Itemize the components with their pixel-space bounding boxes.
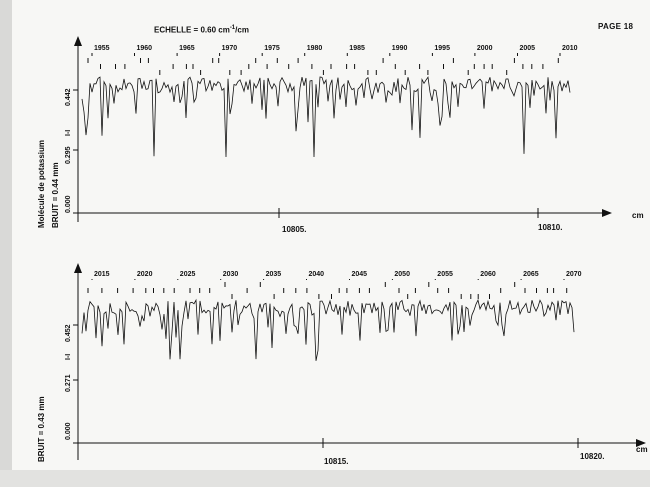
panel-1-marker-label: 1955 [94, 45, 110, 52]
panel-2-marker-label: 2020 [137, 271, 153, 278]
page-shadow-left [0, 0, 12, 487]
panel-1-unit-label: cm [632, 211, 644, 220]
panel-1-marker-label: 1975 [264, 45, 280, 52]
panel-2-marker-label: 2065 [523, 271, 539, 278]
scale-label: ECHELLE = 0.60 cm-1/cm [154, 25, 249, 35]
panel-2-x-tick-label: 10815. [324, 457, 348, 466]
panel-2-x-tick-label: 10820. [580, 452, 604, 461]
panel-1-spectrum: 1955 1960 1965 1970 1975 1980 1985 1990 1995 2000… [81, 45, 578, 158]
panel-2-axis-label: I-I [65, 354, 72, 360]
panel-1-x-arrow [602, 209, 612, 217]
panel-1-x-tick-label: 10810. [538, 223, 562, 232]
panel-2-marker-label: 2050 [394, 271, 410, 278]
page-shadow-bottom [0, 470, 650, 487]
panel-1-marker-label: 2010 [562, 45, 578, 52]
panel-2-marker-label: 2055 [437, 271, 453, 278]
panel-2-y-arrow [74, 263, 82, 273]
panel-1-marker-label: 2000 [477, 45, 493, 52]
panel-1-trace [81, 76, 571, 158]
panel-1-noise-label: BRUIT = 0.44 mm [51, 162, 60, 228]
panel-2-x-arrow [636, 439, 646, 447]
panel-1-marker-label: 1970 [222, 45, 238, 52]
panel-2-marker-label: 2035 [266, 271, 282, 278]
panel-1-axes [73, 38, 604, 222]
panel-1-marker-label: 1960 [137, 45, 153, 52]
panel-1-marker-label: 1985 [349, 45, 365, 52]
panel-2-marker-label: 2015 [94, 271, 110, 278]
panel-2-marker-label: 2045 [352, 271, 368, 278]
panel-2-noise-label: BRUIT = 0.43 mm [37, 396, 46, 462]
panel-1-axis-label: I-I [65, 130, 72, 136]
panel-1-y-tick-label: 0.442 [65, 88, 72, 106]
panel-1-marker-label: 1990 [392, 45, 408, 52]
panel-1-y-tick-label: 0.295 [65, 146, 72, 164]
panel-2-marker-label: 2030 [223, 271, 239, 278]
panel-2-trace [81, 298, 575, 361]
panel-2-spectrum: 2015 2020 2025 2030 2035 2040 2045 2050 2055 2060… [81, 271, 582, 361]
molecule-label: Molécule de potassium [37, 140, 46, 228]
panel-1-marker-label: 2005 [520, 45, 536, 52]
panel-1-x-tick-label: 10805. [282, 225, 306, 234]
panel-2-axes [73, 265, 636, 460]
panel-1-y-arrow [74, 36, 82, 46]
panel-2-marker-label: 2060 [480, 271, 496, 278]
panel-2-y-tick-label: 0.000 [65, 422, 72, 440]
panel-1-marker-label: 1980 [307, 45, 323, 52]
panel-1-marker-label: 1965 [179, 45, 195, 52]
panel-1-marker-label: 1995 [434, 45, 450, 52]
page-number: PAGE 18 [598, 22, 634, 31]
panel-2-y-tick-label: 0.452 [65, 324, 72, 342]
panel-2-marker-label: 2070 [566, 271, 582, 278]
panel-2-marker-label: 2040 [309, 271, 325, 278]
panel-1-y-tick-label: 0.000 [65, 195, 72, 213]
panel-2-marker-label: 2025 [180, 271, 196, 278]
panel-2-unit-label: cm [636, 445, 648, 454]
panel-2-y-tick-label: 0.271 [65, 374, 72, 392]
